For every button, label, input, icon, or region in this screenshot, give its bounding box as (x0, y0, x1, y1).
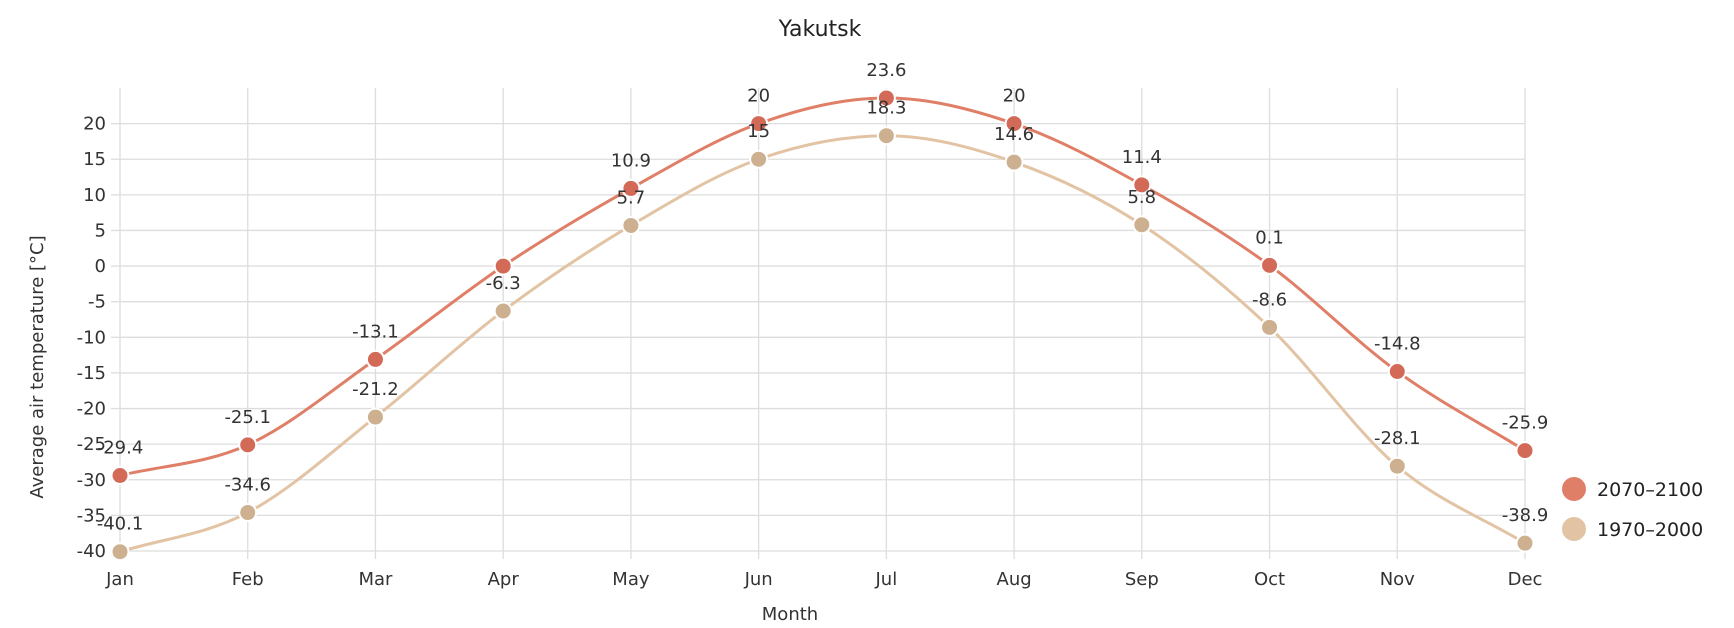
y-tick-label: -25 (77, 434, 106, 455)
x-tick-label-feb: Feb (232, 569, 264, 590)
data-label-2070-2100-oct: 0.1 (1255, 227, 1284, 248)
chart-title: Yakutsk (778, 17, 862, 42)
x-tick-label-oct: Oct (1254, 569, 1285, 590)
legend-label-1970-2000: 1970–2000 (1597, 519, 1703, 541)
y-axis-ticks: 20 15 10 5 0 -5 -10 -15 -20 -25 -30 -35 -40 (77, 114, 106, 562)
data-point-2070-2100-sep (1132, 175, 1152, 195)
y-tick-label: -15 (77, 363, 106, 384)
data-label-1970-2000-may: 5.7 (617, 187, 646, 208)
data-label-1970-2000-nov: -28.1 (1374, 428, 1421, 449)
x-tick-label-may: May (612, 569, 650, 590)
data-label-2070-2100-jul: 23.6 (866, 60, 906, 81)
x-tick-label-mar: Mar (358, 569, 393, 590)
legend-label-2070-2100: 2070–2100 (1597, 479, 1703, 501)
y-tick-label: -10 (77, 327, 106, 348)
data-label-2070-2100-feb: -25.1 (224, 407, 271, 428)
data-point-2070-2100-dec (1515, 441, 1535, 461)
y-axis-title: Average air temperature [°C] (27, 235, 48, 498)
data-point-2070-2100-oct (1260, 255, 1280, 275)
y-tick-label: 5 (95, 220, 106, 241)
x-tick-label-jan: Jan (105, 569, 134, 590)
data-label-1970-2000-apr: -6.3 (486, 273, 521, 294)
y-tick-label: -20 (77, 399, 106, 420)
series-lines (110, 88, 1535, 562)
x-tick-label-jul: Jul (875, 569, 898, 590)
data-label-1970-2000-jan: -40.1 (97, 514, 144, 535)
data-point-1970-2000-dec (1515, 533, 1535, 553)
data-label-1970-2000-sep: 5.8 (1127, 187, 1156, 208)
data-label-2070-2100-mar: -13.1 (352, 321, 399, 342)
x-axis-ticks: Jan Feb Mar Apr May Jun Jul Aug Sep Oct Nov Dec (105, 569, 1542, 590)
data-label-2070-2100-jun: 20 (747, 86, 770, 107)
data-point-1970-2000-jan (110, 542, 130, 562)
data-point-1970-2000-may (621, 215, 641, 235)
x-tick-label-aug: Aug (997, 569, 1032, 590)
data-point-1970-2000-oct (1260, 317, 1280, 337)
grid (111, 88, 1526, 559)
data-label-2070-2100-sep: 11.4 (1122, 147, 1162, 168)
series-line-1970-2000 (119, 134, 1526, 554)
data-point-2070-2100-jun (749, 114, 769, 134)
data-label-1970-2000-oct: -8.6 (1252, 289, 1287, 310)
data-point-2070-2100-may (621, 178, 641, 198)
data-label-2070-2100-jan: -29.4 (97, 437, 144, 458)
legend-swatch-2070-2100 (1562, 477, 1586, 501)
data-label-1970-2000-jul: 18.3 (866, 98, 906, 119)
data-point-2070-2100-aug (1004, 114, 1024, 134)
x-axis-title: Month (762, 604, 818, 625)
x-tick-label-apr: Apr (488, 569, 520, 590)
series-line-2070-2100 (119, 96, 1526, 477)
data-point-2070-2100-apr (493, 256, 513, 276)
data-point-1970-2000-mar (365, 407, 385, 427)
data-point-2070-2100-jan (110, 465, 130, 485)
x-tick-label-sep: Sep (1125, 569, 1159, 590)
data-label-1970-2000-aug: 14.6 (994, 124, 1034, 145)
y-tick-label: -40 (77, 541, 106, 562)
data-point-2070-2100-mar (365, 349, 385, 369)
data-label-2070-2100-nov: -14.8 (1374, 333, 1421, 354)
data-point-1970-2000-sep (1132, 215, 1152, 235)
data-label-1970-2000-feb: -34.6 (224, 475, 271, 496)
y-tick-label: 20 (83, 114, 106, 135)
data-point-1970-2000-apr (493, 301, 513, 321)
data-point-2070-2100-nov (1387, 361, 1407, 381)
data-label-2070-2100-may: 10.9 (611, 150, 651, 171)
data-point-1970-2000-jun (749, 149, 769, 169)
y-tick-label: 0 (95, 256, 106, 277)
data-point-1970-2000-nov (1387, 456, 1407, 476)
y-tick-label: -5 (88, 292, 106, 313)
data-point-2070-2100-feb (238, 435, 258, 455)
data-labels: -29.4 -25.1 -13.1 10.9 20 23.6 20 11.4 0.1 -14.8 -… (97, 60, 1549, 535)
data-label-2070-2100-aug: 20 (1003, 86, 1026, 107)
x-tick-label-dec: Dec (1508, 569, 1543, 590)
data-label-1970-2000-mar: -21.2 (352, 379, 399, 400)
y-tick-label: -35 (77, 505, 106, 526)
y-tick-label: 10 (83, 185, 106, 206)
data-point-1970-2000-feb (238, 503, 258, 523)
legend: 2070–2100 1970–2000 (1562, 477, 1703, 541)
y-tick-label: -30 (77, 470, 106, 491)
data-label-2070-2100-dec: -25.9 (1502, 413, 1549, 434)
data-point-1970-2000-aug (1004, 152, 1024, 172)
data-point-1970-2000-jul (876, 126, 896, 146)
data-point-2070-2100-jul (876, 88, 896, 108)
legend-swatch-1970-2000 (1562, 517, 1586, 541)
data-label-1970-2000-dec: -38.9 (1502, 505, 1549, 526)
x-tick-label-jun: Jun (744, 569, 773, 590)
x-tick-label-nov: Nov (1380, 569, 1415, 590)
y-tick-label: 15 (83, 149, 106, 170)
data-label-1970-2000-jun: 15 (747, 121, 770, 142)
